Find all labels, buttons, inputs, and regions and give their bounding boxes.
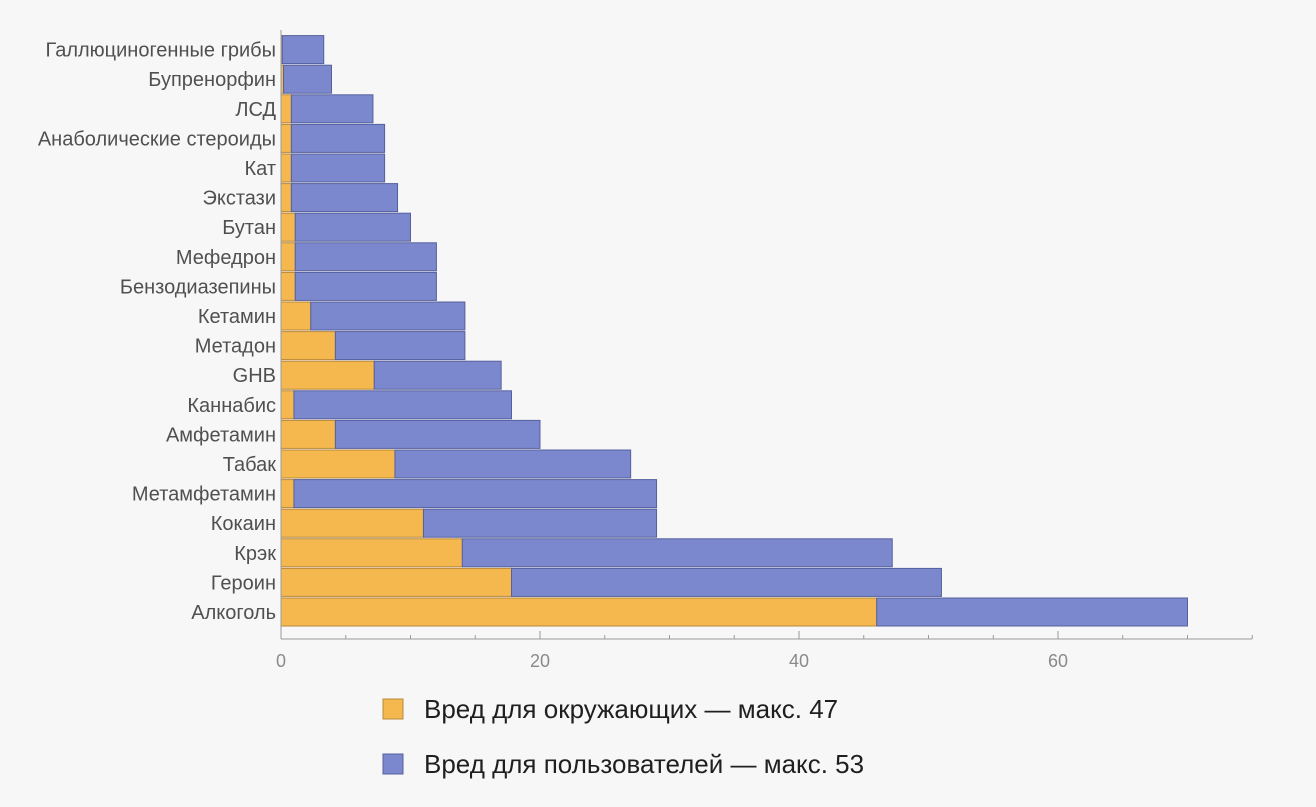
category-label: Экстази [202, 188, 276, 210]
bar-others-лсд [280, 94, 292, 124]
bar-others-кокаин [280, 508, 424, 538]
legend-label-others: Вред для окружающих — макс. 47 [424, 694, 838, 724]
category-label: Кокаин [211, 513, 276, 535]
x-tick-label: 0 [276, 651, 286, 671]
category-label: Бутан [222, 217, 276, 239]
bar-others-бензодиазепины [280, 271, 296, 301]
bar-others-бутан [280, 212, 296, 242]
x-tick-label: 20 [530, 651, 550, 671]
bar-users-бензодиазепины [294, 271, 437, 301]
bar-users-бутан [294, 212, 411, 242]
bar-others-крэк [280, 538, 463, 568]
bars-layer [280, 35, 1188, 627]
bar-users-кат [290, 153, 386, 183]
category-label: Метадон [195, 336, 276, 358]
bar-users-кокаин [422, 508, 658, 538]
x-axis: 0 20 40 60 [276, 30, 1253, 671]
bar-others-кат [280, 153, 292, 183]
bar-users-крэк [461, 538, 893, 568]
category-label: Галлюциногенные грибы [45, 40, 276, 62]
x-tick-label: 40 [789, 651, 809, 671]
bar-users-табак [394, 449, 632, 479]
bar-users-метамфетамин [293, 479, 658, 509]
bar-users-анаболические-стероиды [290, 123, 386, 153]
bar-others-каннабис [280, 390, 295, 420]
category-labels: Алкоголь Героин Крэк Кокаин Метамфетамин Таба… [38, 40, 277, 624]
bar-others-алкоголь [280, 597, 878, 627]
bar-users-метадон [334, 331, 466, 361]
bar-users-галлюциногенные-грибы [281, 35, 325, 65]
bar-users-лсд [290, 94, 374, 124]
legend: Вред для окружающих — макс. 47 Вред для … [382, 694, 864, 779]
bar-others-мефедрон [280, 242, 296, 272]
bar-others-метадон [280, 331, 336, 361]
category-label: Мефедрон [176, 247, 276, 269]
bar-others-амфетамин [280, 419, 336, 449]
bar-users-ghb [373, 360, 502, 390]
bar-users-амфетамин [334, 419, 541, 449]
category-label: Бупренорфин [148, 69, 276, 91]
category-label: Метамфетамин [132, 484, 276, 506]
bar-users-кетамин [310, 301, 466, 331]
category-label: Анаболические стероиды [38, 128, 276, 150]
legend-swatch-others [382, 698, 404, 720]
category-label: Амфетамин [166, 424, 276, 446]
bar-users-экстази [290, 183, 399, 213]
legend-swatch-users [382, 753, 404, 775]
category-label: Кетамин [198, 306, 276, 328]
category-label: Табак [223, 454, 277, 476]
bar-users-бупренорфин [283, 64, 332, 94]
bar-others-метамфетамин [280, 479, 295, 509]
x-tick-label: 60 [1048, 651, 1068, 671]
bar-others-табак [280, 449, 396, 479]
bar-users-алкоголь [876, 597, 1188, 627]
category-label: Каннабис [187, 395, 276, 417]
bar-others-героин [280, 567, 513, 597]
category-label: Крэк [234, 543, 276, 565]
bar-users-героин [511, 567, 942, 597]
bar-users-мефедрон [294, 242, 437, 272]
bar-users-каннабис [293, 390, 513, 420]
legend-label-users: Вред для пользователей — макс. 53 [424, 749, 864, 779]
category-label: Героин [211, 572, 276, 594]
bar-others-анаболические-стероиды [280, 123, 292, 153]
category-label: GHB [233, 365, 276, 387]
category-label: Алкоголь [191, 602, 276, 624]
category-label: Кат [245, 158, 277, 180]
bar-others-ghb [280, 360, 375, 390]
bar-others-кетамин [280, 301, 312, 331]
category-label: ЛСД [235, 99, 276, 121]
bar-others-экстази [280, 183, 292, 213]
category-label: Бензодиазепины [120, 276, 276, 298]
